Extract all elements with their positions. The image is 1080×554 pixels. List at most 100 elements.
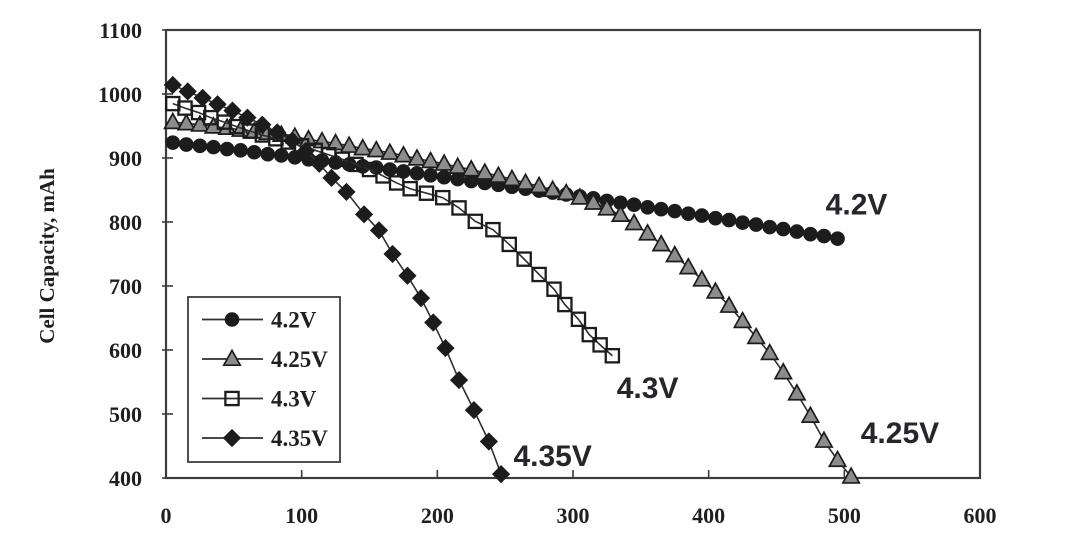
x-tick-label: 500 <box>828 503 861 528</box>
square-marker <box>531 266 547 283</box>
diamond-marker <box>424 313 443 332</box>
y-tick-label: 1000 <box>98 82 142 107</box>
diamond-marker <box>337 182 356 202</box>
annotation-4.3V: 4.3V <box>617 372 679 405</box>
diamond-marker <box>208 95 227 114</box>
legend-item-4.2V: 4.2V <box>202 308 317 333</box>
legend-item-4.25V: 4.25V <box>202 347 328 372</box>
triangle-marker <box>624 212 644 231</box>
triangle-marker <box>719 295 739 313</box>
circle-marker <box>233 143 248 158</box>
square-marker <box>418 185 435 201</box>
triangle-marker <box>366 139 386 158</box>
square-marker <box>604 348 621 364</box>
legend-box <box>187 296 341 463</box>
triangle-marker <box>705 281 726 299</box>
annotation-4.2V: 4.2V <box>826 189 888 222</box>
triangle-marker <box>597 198 617 216</box>
annotation-4.25V: 4.25V <box>861 417 939 450</box>
x-tick-label: 400 <box>692 503 725 528</box>
diamond-marker <box>296 141 315 161</box>
triangle-marker <box>434 153 454 171</box>
diamond-marker <box>464 401 484 420</box>
series-4.2V <box>165 135 845 246</box>
diamond-marker <box>491 465 511 484</box>
legend-label: 4.25V <box>271 347 328 372</box>
series-4.35V <box>163 75 511 484</box>
circle-marker <box>450 171 465 187</box>
legend-label: 4.3V <box>271 387 317 412</box>
circle-marker <box>667 203 683 219</box>
square-marker <box>516 251 532 267</box>
circle-marker <box>219 141 235 157</box>
square-marker <box>485 221 501 238</box>
square-marker <box>224 390 240 407</box>
triangle-marker <box>461 159 481 177</box>
triangle-marker <box>665 244 685 263</box>
x-axis: 0 100 200 300 400 500 600 <box>161 470 997 528</box>
circle-marker <box>735 215 750 230</box>
circle-marker <box>694 208 710 223</box>
triangle-marker <box>222 348 242 367</box>
triangle-marker <box>475 162 495 180</box>
series-line <box>172 102 613 357</box>
square-marker <box>557 296 573 313</box>
triangle-marker <box>678 257 698 275</box>
y-tick-label: 700 <box>109 274 142 299</box>
circle-marker <box>246 144 262 160</box>
square-marker <box>592 337 608 353</box>
diamond-marker <box>222 428 242 448</box>
circle-marker <box>179 137 194 152</box>
triangle-marker <box>800 405 821 423</box>
circle-marker <box>708 210 723 226</box>
triangle-marker <box>556 182 576 201</box>
circle-marker <box>762 219 778 235</box>
circle-marker <box>640 199 655 215</box>
triangle-marker <box>420 150 441 169</box>
x-tick-label: 200 <box>421 503 454 528</box>
y-tick-label: 500 <box>109 402 142 427</box>
circle-marker <box>830 231 845 246</box>
triangle-marker <box>583 192 603 210</box>
y-axis-title: Cell Capacity, mAh <box>35 168 59 344</box>
triangle-marker <box>841 466 861 484</box>
triangle-marker <box>515 172 536 191</box>
triangle-marker <box>787 383 807 401</box>
diamond-marker <box>268 123 287 142</box>
diamond-marker <box>310 154 329 173</box>
circle-marker <box>409 166 425 181</box>
circle-marker <box>681 206 696 221</box>
circle-marker <box>192 138 208 154</box>
triangle-marker <box>732 310 753 329</box>
triangle-marker <box>353 138 373 156</box>
diamond-marker <box>253 115 272 134</box>
circle-marker <box>224 312 240 327</box>
diamond-marker <box>163 75 182 95</box>
y-tick-label: 600 <box>109 338 142 363</box>
circle-marker <box>274 148 289 163</box>
square-marker <box>546 281 562 297</box>
square-marker <box>581 326 598 343</box>
triangle-marker <box>502 168 522 187</box>
triangle-marker <box>827 449 848 468</box>
plot: 0 100 200 300 400 500 600 400 500 600 700 800 900 100… <box>98 18 997 528</box>
triangle-marker <box>380 142 400 160</box>
y-tick-label: 400 <box>109 466 142 491</box>
circle-marker <box>803 226 818 242</box>
triangle-marker <box>176 113 196 131</box>
diamond-marker <box>436 338 455 358</box>
circle-marker <box>165 135 181 150</box>
legend-item-4.3V: 4.3V <box>202 387 317 412</box>
circle-marker <box>626 197 642 213</box>
y-tick-label: 800 <box>109 210 142 235</box>
square-marker <box>467 213 484 230</box>
legend-label: 4.2V <box>271 308 317 333</box>
diamond-marker <box>449 370 469 390</box>
x-tick-label: 0 <box>161 503 172 528</box>
diamond-marker <box>354 205 374 224</box>
circle-marker <box>260 146 276 162</box>
triangle-marker <box>692 269 712 287</box>
triangle-marker <box>610 204 631 223</box>
